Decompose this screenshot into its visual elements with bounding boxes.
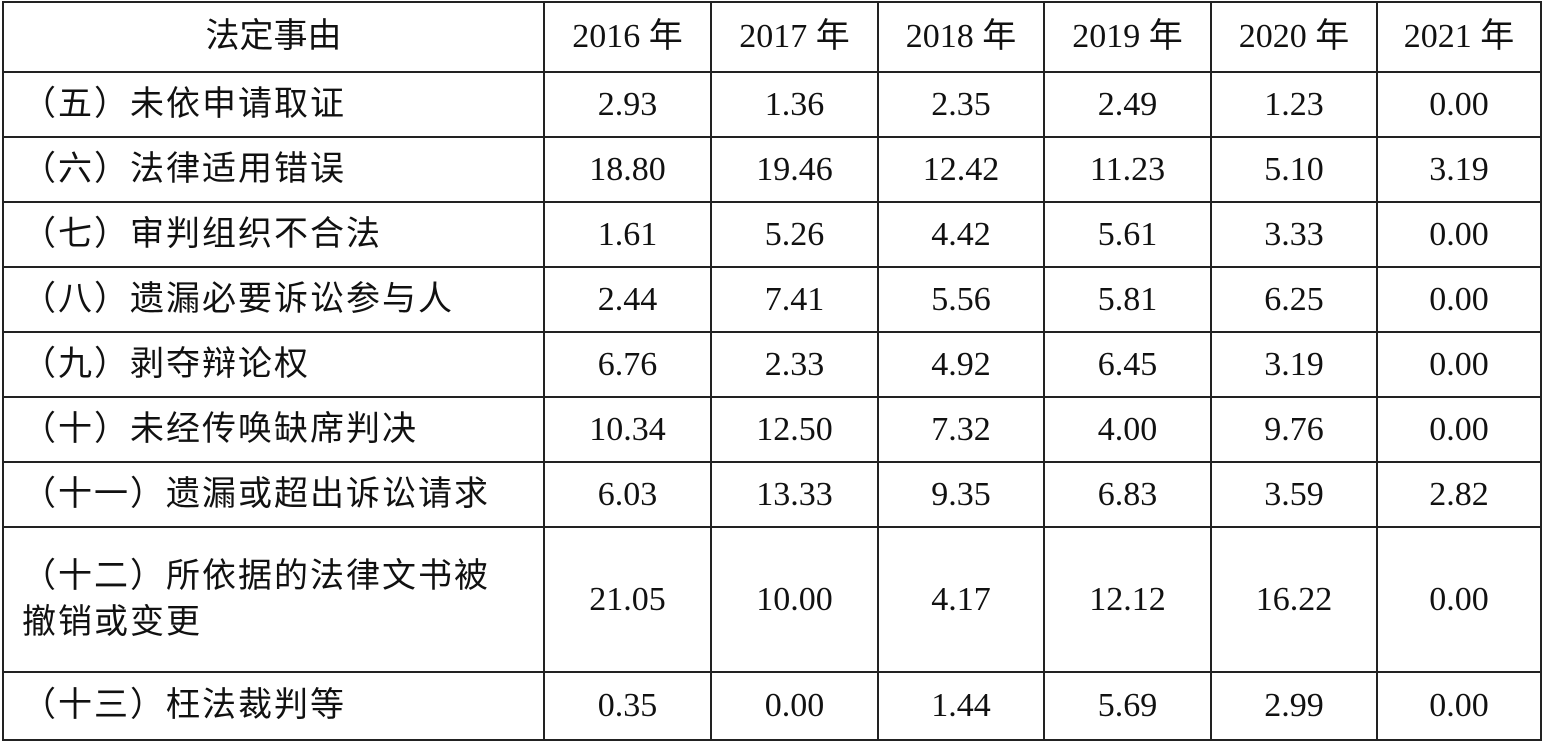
value-cell: 2.49 [1043, 71, 1212, 138]
value-cell: 0.00 [1376, 526, 1542, 673]
table-row: （九）剥夺辩论权 6.76 2.33 4.92 6.45 3.19 0.00 [2, 331, 1542, 398]
reason-cell: （十三）枉法裁判等 [2, 671, 545, 741]
value-cell: 3.19 [1210, 331, 1378, 398]
value-cell: 16.22 [1210, 526, 1378, 673]
value-cell: 3.19 [1376, 136, 1542, 203]
value-cell: 6.83 [1043, 461, 1212, 528]
value-cell: 12.12 [1043, 526, 1212, 673]
table-row: （八）遗漏必要诉讼参与人 2.44 7.41 5.56 5.81 6.25 0.00 [2, 266, 1542, 333]
value-cell: 5.56 [877, 266, 1045, 333]
value-cell: 12.50 [710, 396, 879, 463]
table-body: （五）未依申请取证 2.93 1.36 2.35 2.49 1.23 0.00 （六）法律适用… [2, 71, 1542, 741]
reason-cell: （五）未依申请取证 [2, 71, 545, 138]
value-cell: 12.42 [877, 136, 1045, 203]
value-cell: 13.33 [710, 461, 879, 528]
table-row: （十一）遗漏或超出诉讼请求 6.03 13.33 9.35 6.83 3.59 2.82 [2, 461, 1542, 528]
header-row: 法定事由 2016 年 2017 年 2018 年 2019 年 2020 年 2021 年 [2, 1, 1542, 73]
value-cell: 0.00 [1376, 396, 1542, 463]
value-cell: 7.41 [710, 266, 879, 333]
header-cell: 2019 年 [1043, 1, 1212, 73]
value-cell: 5.26 [710, 201, 879, 268]
value-cell: 6.03 [543, 461, 712, 528]
value-cell: 2.33 [710, 331, 879, 398]
header-cell: 2020 年 [1210, 1, 1378, 73]
table-row: （五）未依申请取证 2.93 1.36 2.35 2.49 1.23 0.00 [2, 71, 1542, 138]
value-cell: 6.25 [1210, 266, 1378, 333]
value-cell: 2.99 [1210, 671, 1378, 741]
table-row: （十三）枉法裁判等 0.35 0.00 1.44 5.69 2.99 0.00 [2, 671, 1542, 741]
value-cell: 6.76 [543, 331, 712, 398]
reason-cell: （八）遗漏必要诉讼参与人 [2, 266, 545, 333]
reason-cell: （十二）所依据的法律文书被撤销或变更 [2, 526, 545, 673]
value-cell: 1.61 [543, 201, 712, 268]
value-cell: 21.05 [543, 526, 712, 673]
value-cell: 1.36 [710, 71, 879, 138]
value-cell: 10.34 [543, 396, 712, 463]
header-cell: 2018 年 [877, 1, 1045, 73]
header-cell: 2021 年 [1376, 1, 1542, 73]
value-cell: 3.59 [1210, 461, 1378, 528]
value-cell: 4.00 [1043, 396, 1212, 463]
value-cell: 5.61 [1043, 201, 1212, 268]
value-cell: 0.35 [543, 671, 712, 741]
table-row: （十二）所依据的法律文书被撤销或变更 21.05 10.00 4.17 12.12 16.… [2, 526, 1542, 673]
reason-cell: （七）审判组织不合法 [2, 201, 545, 268]
value-cell: 18.80 [543, 136, 712, 203]
value-cell: 4.17 [877, 526, 1045, 673]
value-cell: 5.69 [1043, 671, 1212, 741]
value-cell: 1.23 [1210, 71, 1378, 138]
value-cell: 6.45 [1043, 331, 1212, 398]
table-row: （六）法律适用错误 18.80 19.46 12.42 11.23 5.10 3.19 [2, 136, 1542, 203]
header-cell: 2017 年 [710, 1, 879, 73]
value-cell: 0.00 [1376, 266, 1542, 333]
reason-cell: （九）剥夺辩论权 [2, 331, 545, 398]
value-cell: 11.23 [1043, 136, 1212, 203]
value-cell: 0.00 [710, 671, 879, 741]
header-cell: 法定事由 [2, 1, 545, 73]
header-cell: 2016 年 [543, 1, 712, 73]
value-cell: 4.42 [877, 201, 1045, 268]
table-row: （七）审判组织不合法 1.61 5.26 4.42 5.61 3.33 0.00 [2, 201, 1542, 268]
reason-cell: （十）未经传唤缺席判决 [2, 396, 545, 463]
value-cell: 4.92 [877, 331, 1045, 398]
value-cell: 10.00 [710, 526, 879, 673]
table-row: （十）未经传唤缺席判决 10.34 12.50 7.32 4.00 9.76 0.00 [2, 396, 1542, 463]
value-cell: 9.76 [1210, 396, 1378, 463]
value-cell: 2.44 [543, 266, 712, 333]
value-cell: 7.32 [877, 396, 1045, 463]
value-cell: 0.00 [1376, 71, 1542, 138]
value-cell: 5.81 [1043, 266, 1212, 333]
reason-cell: （六）法律适用错误 [2, 136, 545, 203]
value-cell: 9.35 [877, 461, 1045, 528]
value-cell: 2.35 [877, 71, 1045, 138]
value-cell: 0.00 [1376, 671, 1542, 741]
reason-cell: （十一）遗漏或超出诉讼请求 [2, 461, 545, 528]
value-cell: 3.33 [1210, 201, 1378, 268]
value-cell: 0.00 [1376, 201, 1542, 268]
value-cell: 2.82 [1376, 461, 1542, 528]
value-cell: 5.10 [1210, 136, 1378, 203]
value-cell: 1.44 [877, 671, 1045, 741]
value-cell: 0.00 [1376, 331, 1542, 398]
value-cell: 19.46 [710, 136, 879, 203]
value-cell: 2.93 [543, 71, 712, 138]
